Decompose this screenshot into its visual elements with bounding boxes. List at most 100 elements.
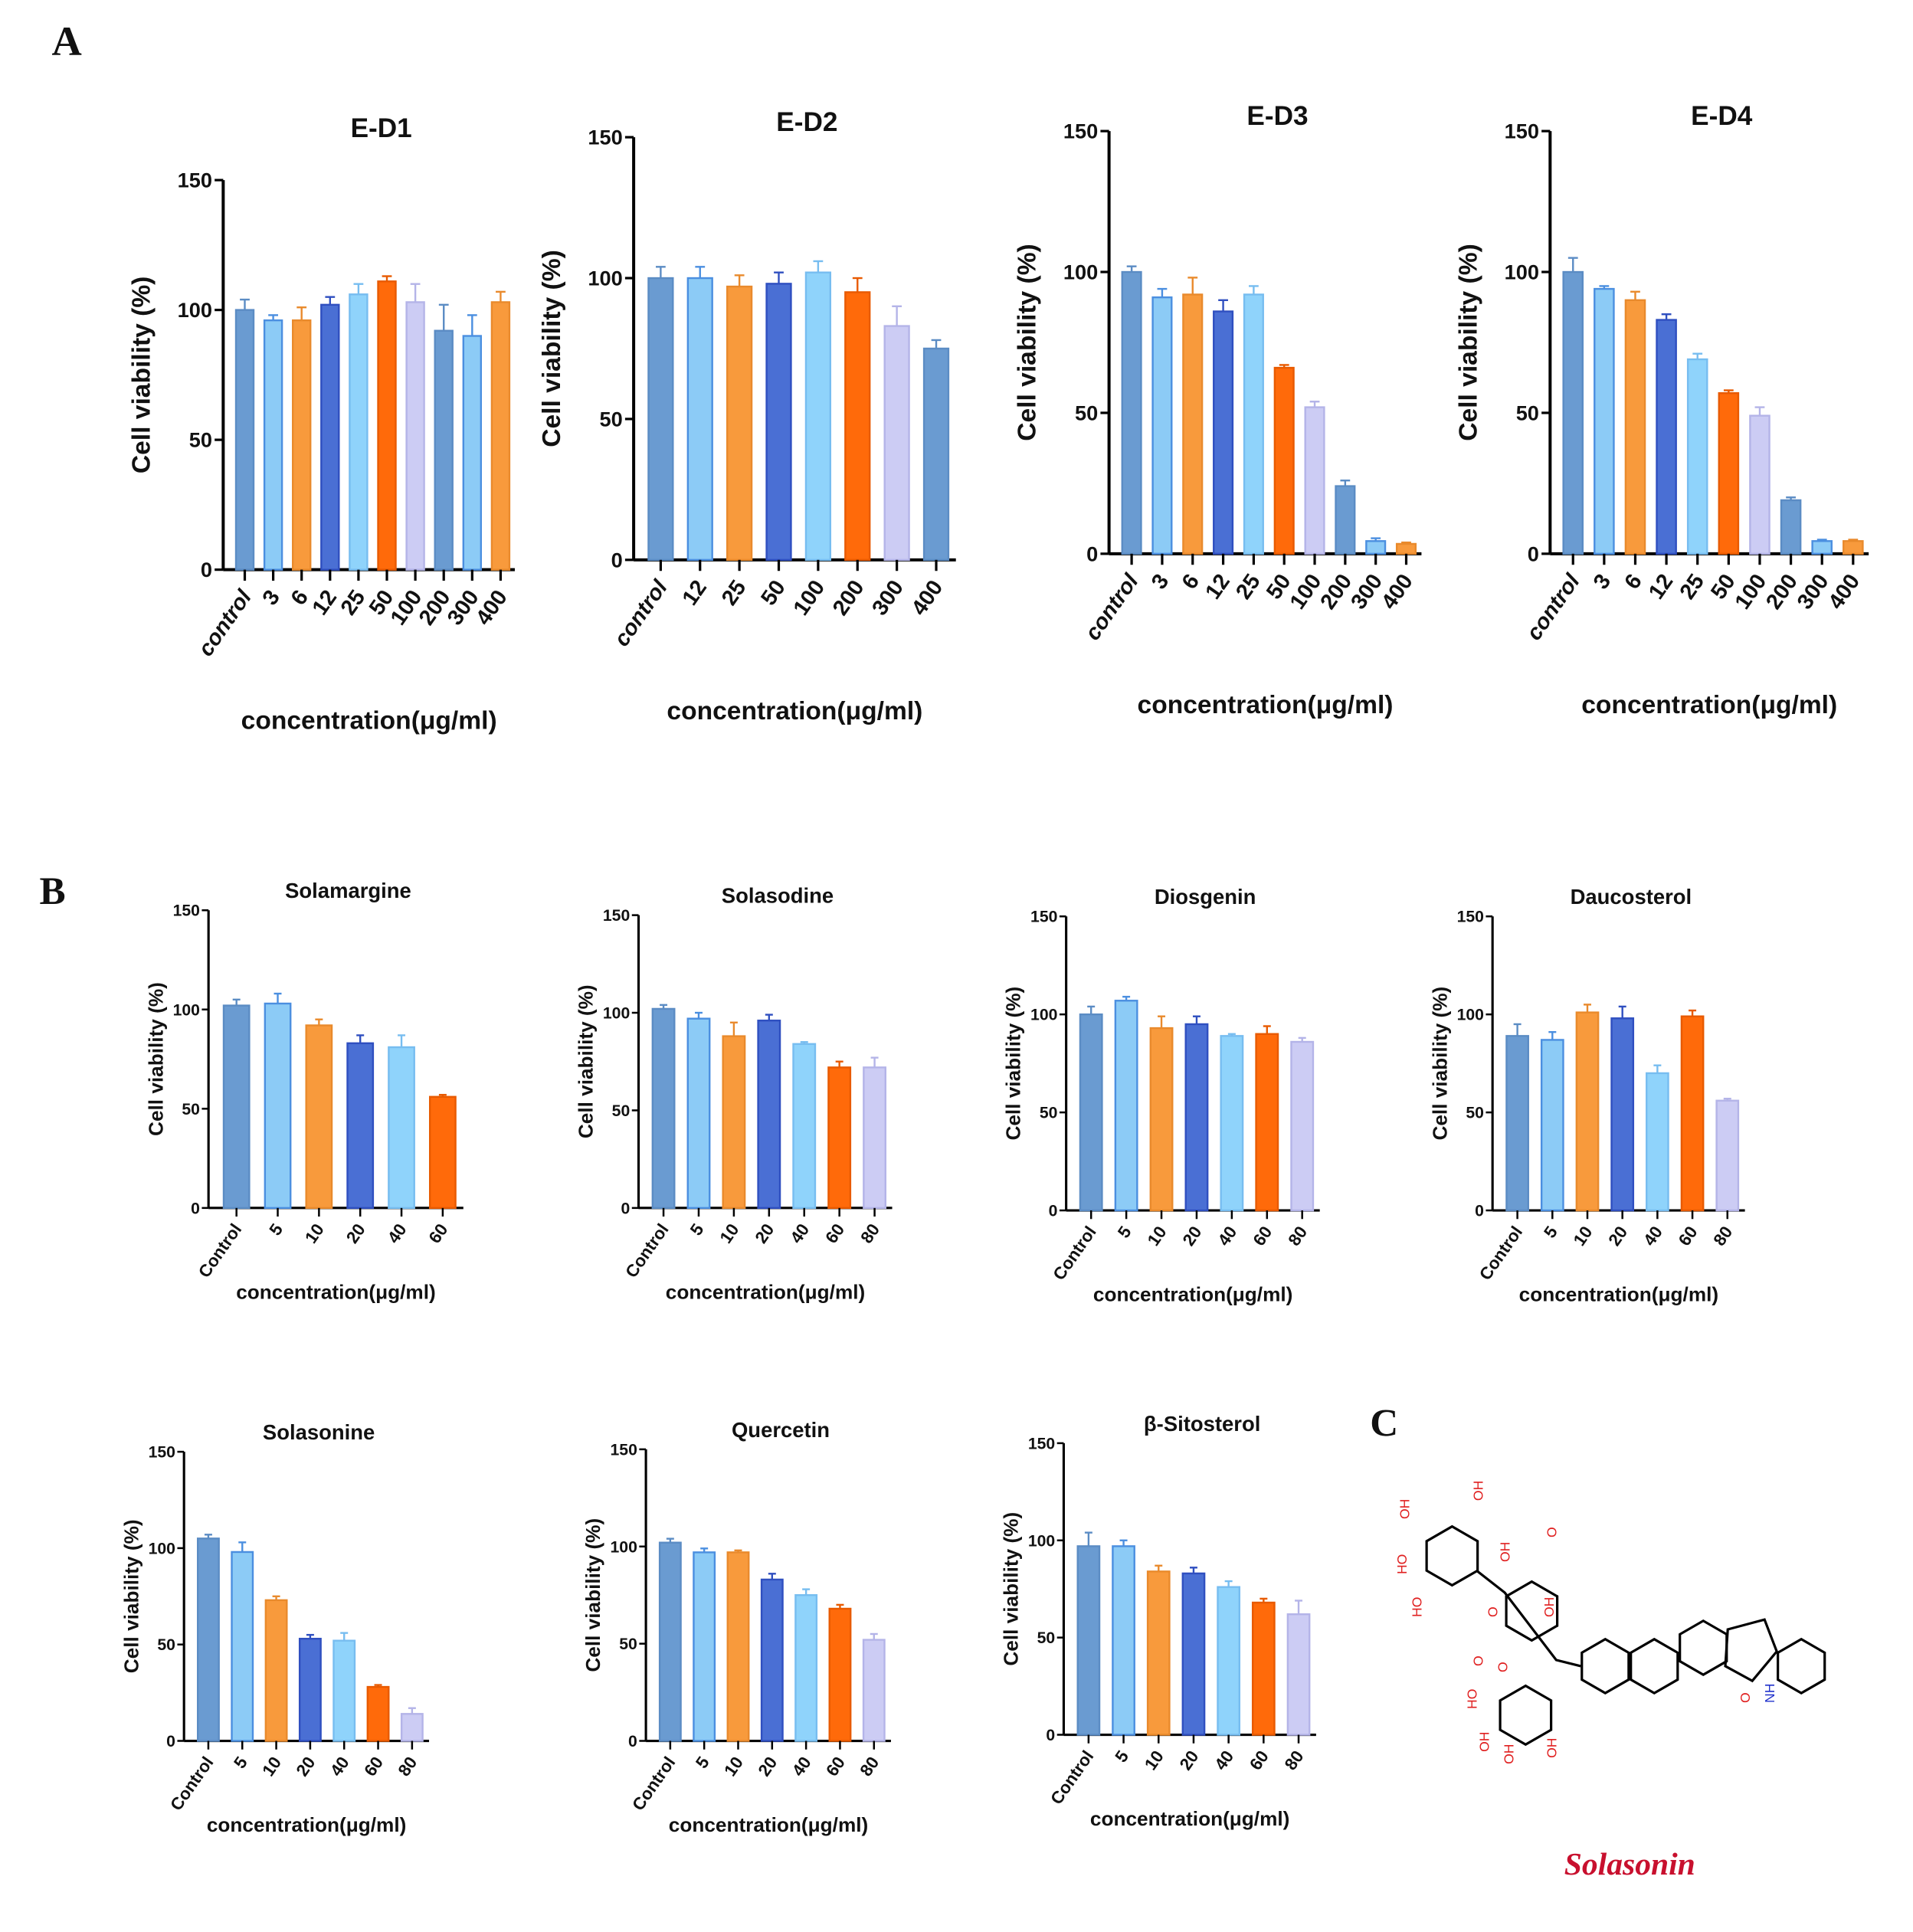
x-tick-label: 40 bbox=[326, 1753, 353, 1780]
y-tick-label: 0 bbox=[1086, 542, 1098, 565]
bar-60 bbox=[1251, 1601, 1276, 1736]
bar-5 bbox=[1540, 1039, 1564, 1212]
bar-300 bbox=[462, 335, 483, 571]
x-tick-label: 5 bbox=[686, 1220, 708, 1239]
bar-10 bbox=[1149, 1027, 1174, 1212]
x-tick-label: 400 bbox=[1377, 570, 1418, 614]
x-tick-label: 50 bbox=[756, 576, 791, 611]
x-tick-label: Control bbox=[195, 1220, 245, 1282]
x-tick-label: 80 bbox=[857, 1753, 883, 1780]
steroid-ring-a bbox=[1581, 1637, 1630, 1695]
x-tick-label: 80 bbox=[395, 1753, 421, 1780]
x-tick-label: 60 bbox=[1250, 1223, 1276, 1249]
y-axis-label: Cell viability (%) bbox=[127, 277, 156, 473]
y-tick-label: 100 bbox=[178, 298, 212, 322]
y-tick-label: 100 bbox=[1028, 1532, 1055, 1550]
y-tick-label: 50 bbox=[182, 1101, 200, 1118]
x-tick-label: 10 bbox=[716, 1220, 743, 1247]
x-tick-label: 20 bbox=[1604, 1223, 1631, 1249]
bar-10 bbox=[1146, 1570, 1171, 1736]
x-tick-label: 400 bbox=[1823, 570, 1865, 614]
bar-20 bbox=[757, 1020, 781, 1210]
steroid-ring-b bbox=[1630, 1637, 1679, 1695]
chart-title: E-D3 bbox=[1246, 101, 1308, 131]
bar-20 bbox=[760, 1578, 784, 1742]
bar-60 bbox=[1255, 1033, 1279, 1212]
bar-5 bbox=[1112, 1545, 1135, 1736]
y-tick-label: 150 bbox=[1457, 909, 1484, 926]
atom-label: O bbox=[1544, 1527, 1559, 1537]
y-axis-label: Cell viability (%) bbox=[575, 984, 598, 1138]
bar-20 bbox=[298, 1637, 322, 1742]
structure-name: Solasonin bbox=[1564, 1846, 1695, 1881]
bar-Control bbox=[651, 1007, 676, 1210]
y-tick-label: 50 bbox=[1466, 1105, 1484, 1122]
x-tick-label: 10 bbox=[720, 1753, 747, 1780]
x-tick-label: control bbox=[610, 575, 673, 651]
x-tick-label: 60 bbox=[1246, 1747, 1273, 1773]
bar-50 bbox=[377, 280, 397, 571]
bar-control bbox=[234, 309, 255, 571]
x-tick-label: 20 bbox=[1176, 1747, 1203, 1773]
bar-60 bbox=[1680, 1015, 1705, 1212]
x-tick-label: Control bbox=[1050, 1223, 1100, 1284]
atom-label: O bbox=[1486, 1606, 1501, 1617]
chart-solasonine: Solasonine 0 50 100 150 Control 5 10 20 40 60 80 con… bbox=[120, 1420, 430, 1836]
bar-12 bbox=[1213, 310, 1234, 555]
bar-5 bbox=[686, 1017, 711, 1210]
x-axis-label: concentration(μg/ml) bbox=[666, 1280, 865, 1303]
x-tick-label: 25 bbox=[1675, 570, 1709, 604]
y-tick-label: 0 bbox=[628, 1733, 637, 1750]
x-tick-label: 60 bbox=[360, 1753, 387, 1780]
y-tick-label: 150 bbox=[611, 1441, 637, 1459]
y-tick-label: 0 bbox=[1046, 1727, 1055, 1744]
bar-400 bbox=[922, 347, 950, 562]
y-tick-label: 50 bbox=[1040, 1105, 1058, 1122]
bar-60 bbox=[366, 1685, 390, 1742]
bar-60 bbox=[827, 1066, 852, 1210]
bar-80 bbox=[862, 1639, 886, 1742]
bar-10 bbox=[722, 1035, 746, 1210]
bar-40 bbox=[332, 1639, 356, 1742]
y-tick-label: 0 bbox=[1475, 1203, 1484, 1220]
bar-Control bbox=[1076, 1545, 1101, 1736]
panel-label-a: A bbox=[51, 18, 81, 64]
bar-60 bbox=[428, 1095, 457, 1210]
bar-200 bbox=[844, 291, 871, 562]
bar-6 bbox=[1624, 299, 1646, 555]
bar-20 bbox=[1184, 1023, 1209, 1212]
x-tick-label: 20 bbox=[1179, 1223, 1206, 1249]
x-tick-label: 80 bbox=[1710, 1223, 1737, 1249]
x-tick-label: 80 bbox=[857, 1220, 883, 1247]
y-axis-label: Cell viability (%) bbox=[1000, 1512, 1023, 1666]
atom-label: O bbox=[1738, 1692, 1753, 1703]
x-tick-label: 300 bbox=[867, 576, 909, 621]
x-tick-label: 10 bbox=[1144, 1223, 1171, 1249]
bar-100 bbox=[1749, 414, 1771, 555]
bar-5 bbox=[231, 1551, 254, 1742]
x-axis-label: concentration(μg/ml) bbox=[207, 1813, 406, 1836]
x-tick-label: 20 bbox=[752, 1220, 778, 1247]
chart-solasodine: Solasodine 0 50 100 150 Control 5 10 20 40 60 80 con… bbox=[575, 884, 893, 1303]
x-tick-label: 25 bbox=[336, 585, 371, 620]
x-tick-label: 3 bbox=[258, 585, 285, 609]
y-tick-label: 150 bbox=[149, 1444, 175, 1462]
y-tick-label: 150 bbox=[173, 902, 200, 920]
y-tick-label: 0 bbox=[611, 548, 623, 571]
y-tick-label: 50 bbox=[1516, 401, 1539, 425]
bar-6 bbox=[292, 319, 312, 571]
y-tick-label: 50 bbox=[1037, 1629, 1056, 1647]
x-tick-label: 12 bbox=[308, 585, 342, 620]
glycosidic-bonds bbox=[1476, 1569, 1581, 1668]
y-tick-label: 100 bbox=[173, 1001, 200, 1019]
sugar-ring-3 bbox=[1499, 1684, 1553, 1747]
bar-40 bbox=[388, 1046, 415, 1210]
x-tick-label: 40 bbox=[1210, 1747, 1237, 1773]
x-tick-label: 12 bbox=[1644, 570, 1679, 604]
atom-label: NH bbox=[1762, 1684, 1777, 1703]
bar-400 bbox=[1843, 540, 1864, 555]
x-tick-label: 10 bbox=[301, 1220, 328, 1247]
steroid-ring-c bbox=[1679, 1619, 1728, 1677]
bar-Control bbox=[1079, 1013, 1103, 1212]
